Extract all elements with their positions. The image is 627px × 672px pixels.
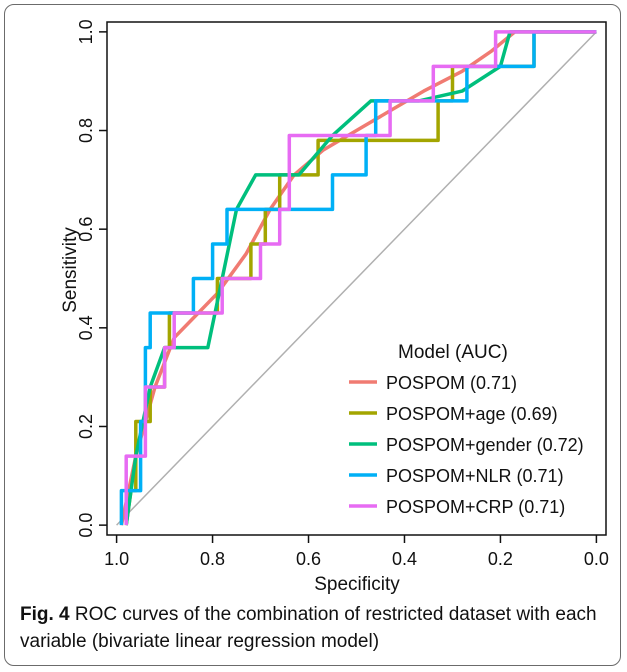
y-axis-label: Sensitivity [60, 227, 81, 313]
figure-caption: Fig. 4 ROC curves of the combination of … [20, 601, 610, 655]
roc-chart: 1.0 0.8 0.6 0.4 0.2 0.0 0.0 0.2 0.4 0.6 0.8 1.0 Spe… [60, 19, 609, 595]
y-tick-label: 0.2 [76, 414, 96, 439]
legend: Model (AUC) POSPOM (0.71) POSPOM+age (0.6… [349, 342, 584, 517]
y-tick-label: 0.8 [76, 118, 96, 143]
x-tick-label: 0.4 [392, 549, 417, 569]
y-tick-label: 0.0 [76, 513, 96, 538]
series-line-5 [124, 30, 597, 526]
x-tick-label: 0.0 [584, 549, 609, 569]
plot-border [106, 21, 607, 536]
legend-label-4: POSPOM+NLR (0.71) [386, 466, 564, 486]
y-tick-label: 0.6 [76, 217, 96, 242]
y-tick-label: 0.4 [76, 315, 96, 340]
x-tick-label: 0.8 [200, 549, 225, 569]
series-line-3 [124, 30, 597, 526]
legend-label-1: POSPOM (0.71) [386, 373, 517, 393]
x-tick-label: 0.2 [488, 549, 513, 569]
x-tick-label: 0.6 [296, 549, 321, 569]
axes: 1.0 0.8 0.6 0.4 0.2 0.0 0.0 0.2 0.4 0.6 0.8 1.0 [76, 19, 609, 569]
caption-text: ROC curves of the combination of restric… [20, 604, 597, 652]
legend-title: Model (AUC) [398, 342, 508, 363]
plot-area [116, 30, 597, 526]
x-tick-label: 1.0 [104, 549, 129, 569]
legend-label-3: POSPOM+gender (0.72) [386, 435, 584, 455]
y-tick-label: 1.0 [76, 19, 96, 44]
caption-label: Fig. 4 [20, 604, 70, 625]
legend-label-5: POSPOM+CRP (0.71) [386, 497, 565, 517]
x-axis-label: Specificity [314, 574, 400, 595]
reference-diagonal [116, 31, 597, 526]
legend-label-2: POSPOM+age (0.69) [386, 404, 558, 424]
